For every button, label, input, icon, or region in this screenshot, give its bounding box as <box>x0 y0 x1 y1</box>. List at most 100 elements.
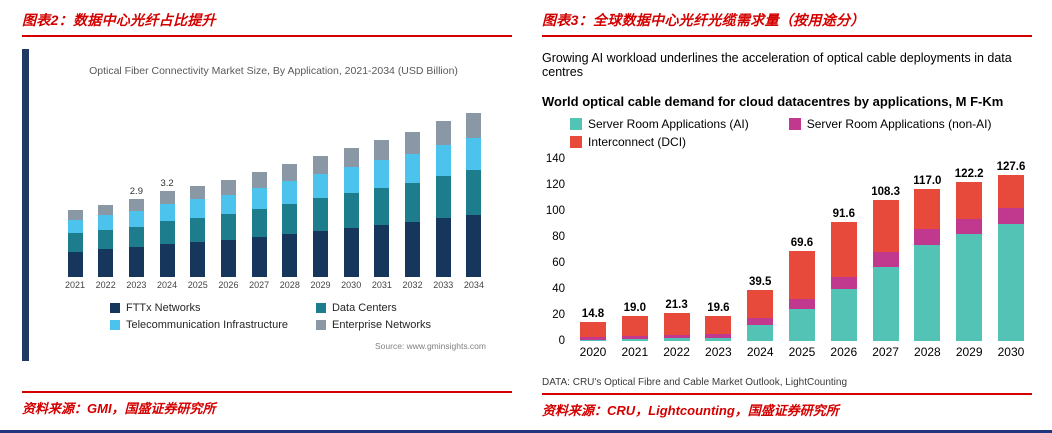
x-tick-label: 2024 <box>746 345 774 359</box>
chart-source: Source: www.gminsights.com <box>374 341 486 351</box>
x-tick-label: 2029 <box>310 280 331 290</box>
bar-segment <box>159 244 175 277</box>
bar-2030 <box>339 89 363 277</box>
y-tick-label: 120 <box>545 179 565 191</box>
bar-segment <box>374 187 390 225</box>
bar-segment <box>128 226 144 248</box>
legend-item: Data Centers <box>315 302 431 314</box>
bar-segment <box>282 181 298 204</box>
bar-segment <box>872 200 899 253</box>
bar-segment <box>466 113 482 138</box>
bar-segment <box>621 335 648 340</box>
x-tick-label: 2022 <box>663 345 690 359</box>
legend-item: Server Room Applications (non-AI) <box>788 117 991 131</box>
bar-segment <box>435 217 451 277</box>
bar-2025 <box>186 89 210 277</box>
bar-value-label: 19.6 <box>707 301 730 314</box>
y-tick-label: 0 <box>558 335 565 347</box>
y-tick-label: 100 <box>545 205 565 217</box>
figure2-source-line: 资料来源：GMI，国盛证券研究所 <box>22 401 216 416</box>
bar-segment <box>220 240 236 277</box>
bar-2029: 122.2 <box>952 159 986 341</box>
x-tick-label: 2020 <box>579 345 607 359</box>
figure2-footer-rule <box>22 391 512 393</box>
bar-segment <box>663 313 690 335</box>
x-axis-labels: 2020 2021 2022 2023 2024 2025 2026 2027 2028 2029… <box>572 345 1032 359</box>
bar-2031 <box>370 89 394 277</box>
chart-title: World optical cable demand for cloud dat… <box>542 94 1004 109</box>
bar-segment <box>343 228 359 277</box>
x-tick-label: 2022 <box>95 280 116 290</box>
legend-swatch <box>109 320 120 330</box>
x-tick-label: 2030 <box>997 345 1025 359</box>
x-tick-label: 2021 <box>64 280 86 290</box>
bar-segment <box>580 321 606 338</box>
bar-segment <box>251 209 267 238</box>
bar-segment <box>956 182 983 219</box>
x-tick-label: 2027 <box>872 345 899 359</box>
bar-segment <box>67 233 83 252</box>
figure2-footer: 资料来源：GMI，国盛证券研究所 <box>22 386 512 417</box>
figure3-footer: 资料来源：CRU，Lightcounting，国盛证券研究所 <box>542 388 1032 419</box>
legend-label: FTTx Networks <box>125 302 201 314</box>
bar-segment <box>405 132 421 154</box>
page-bottom-border <box>0 430 1052 433</box>
bar-segment <box>374 160 390 188</box>
bar-segment <box>313 231 328 277</box>
bar-segment <box>705 315 732 334</box>
legend-swatch <box>570 118 582 130</box>
plot-area: 2.9 3.2 <box>63 89 486 277</box>
bar-segment <box>747 318 774 326</box>
bar-2027: 108.3 <box>869 159 903 341</box>
bar-value-label: 2.9 <box>129 186 143 198</box>
chart-strapline: Growing AI workload underlines the accel… <box>542 51 1012 79</box>
legend-label: Enterprise Networks <box>331 319 432 331</box>
bar-2024: 39.5 <box>743 159 777 341</box>
bar-segment <box>98 204 114 216</box>
legend-item: Interconnect (DCI) <box>570 135 749 149</box>
bar-segment <box>747 289 774 319</box>
x-tick-label: 2026 <box>830 345 858 359</box>
legend-swatch <box>788 118 801 130</box>
y-tick-label: 140 <box>545 153 565 165</box>
bar-segment <box>872 266 899 341</box>
legend-swatch <box>315 303 326 313</box>
x-axis-labels: 2021 2022 2023 2024 2025 2026 2027 2028 2029 2030… <box>63 280 486 290</box>
bar-segment <box>747 325 774 341</box>
bar-segment <box>663 334 690 339</box>
bar-segment <box>997 207 1024 224</box>
bar-segment <box>405 221 421 277</box>
bar-value-label: 19.0 <box>623 302 646 315</box>
bar-value-label: 127.6 <box>996 161 1026 174</box>
x-tick-label: 2033 <box>433 280 454 290</box>
bar-segment <box>220 194 236 215</box>
bar-segment <box>580 339 606 341</box>
bar-segment <box>621 339 648 341</box>
bar-segment <box>251 172 267 189</box>
figure3-panel: 图表3：全球数据中心光纤光缆需求量（按用途分） Growing AI workl… <box>542 10 1032 419</box>
bar-segment <box>663 338 690 341</box>
bar-value-label: 117.0 <box>913 174 942 187</box>
legend-swatch <box>570 136 582 148</box>
bar-segment <box>997 224 1024 341</box>
bar-segment <box>956 218 983 235</box>
bar-2025: 69.6 <box>785 159 819 341</box>
x-tick-label: 2026 <box>218 280 239 290</box>
bar-segment <box>282 164 298 182</box>
bar-2026: 91.6 <box>827 159 861 341</box>
bar-segment <box>190 217 206 243</box>
bar-segment <box>67 209 83 220</box>
x-tick-label: 2027 <box>249 280 270 290</box>
bar-2021 <box>63 89 87 277</box>
legend-item: Enterprise Networks <box>315 319 432 331</box>
bar-segment <box>251 237 267 277</box>
bar-segment <box>830 289 857 341</box>
legend-swatch <box>109 303 120 313</box>
bar-value-label: 91.6 <box>832 207 855 220</box>
x-tick-label: 2023 <box>126 280 147 290</box>
legend-label: Telecommunication Infrastructure <box>125 319 288 331</box>
bar-2029 <box>309 89 333 277</box>
bar-segment <box>343 148 359 168</box>
x-tick-label: 2030 <box>341 280 362 290</box>
